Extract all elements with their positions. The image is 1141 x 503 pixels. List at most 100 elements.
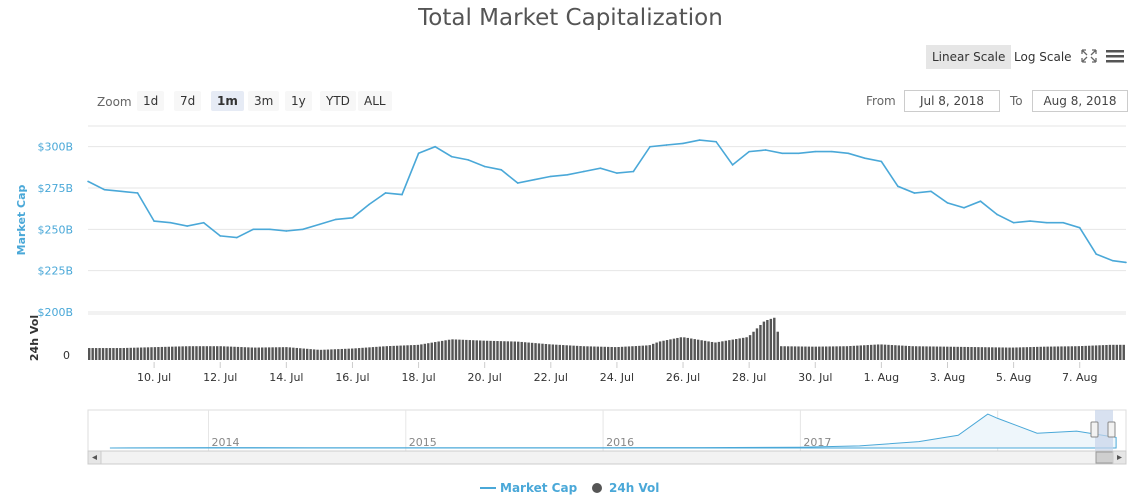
volume-bar (472, 340, 475, 360)
volume-bar (98, 348, 101, 360)
volume-bar (994, 347, 997, 360)
volume-bar (340, 348, 344, 360)
volume-bar (188, 346, 191, 360)
volume-bar (243, 347, 247, 360)
volume-bar (683, 337, 686, 360)
volume-bar (589, 346, 593, 360)
volume-bar (1074, 346, 1077, 360)
legend-volume[interactable]: 24h Vol (609, 481, 659, 495)
volume-bar (842, 346, 845, 360)
volume-bar (478, 340, 482, 360)
volume-bar (620, 346, 624, 360)
volume-bar (105, 348, 108, 360)
menu-icon[interactable] (1106, 49, 1124, 63)
volume-bar (323, 349, 326, 360)
volume-bar (451, 339, 454, 360)
volume-bar (838, 346, 842, 360)
volume-bar (458, 339, 461, 360)
volume-bar (530, 342, 534, 360)
y-axis: $200B $225B $250B $275B $300B (37, 141, 73, 319)
market-cap-point (632, 170, 635, 173)
volume-bar (717, 341, 721, 360)
volume-bar (703, 340, 707, 360)
volume-bar (1025, 347, 1029, 360)
volume-bar (1008, 347, 1011, 360)
market-cap-points (87, 139, 1127, 264)
volume-bar (603, 346, 606, 360)
volume-bar (295, 347, 299, 360)
volume-bar (94, 348, 98, 360)
market-cap-point (401, 193, 403, 196)
volume-bar (1011, 347, 1015, 360)
market-cap-point (516, 182, 519, 184)
zoom-button-1d[interactable]: 1d (137, 91, 165, 111)
volume-bar (1122, 344, 1125, 360)
volume-bar (984, 347, 987, 360)
volume-bar (773, 317, 776, 360)
volume-bar (555, 344, 558, 360)
volume-bar (897, 345, 901, 360)
volume-bar (212, 346, 215, 360)
market-cap-point (979, 200, 982, 203)
volume-bar (371, 347, 375, 360)
log-scale-button[interactable]: Log Scale (1014, 50, 1072, 64)
volume-bar (804, 346, 807, 360)
to-date-input[interactable]: Aug 8, 2018 (1032, 90, 1128, 112)
linear-scale-button[interactable]: Linear Scale (926, 45, 1012, 69)
zoom-button-ytd[interactable]: YTD (320, 91, 356, 111)
volume-bar (610, 346, 613, 360)
y-tick-label: $250B (37, 223, 73, 236)
volume-bar (786, 346, 790, 360)
grid-lines (88, 125, 1126, 313)
volume-bar (755, 328, 759, 360)
volume-bar (1018, 347, 1022, 360)
market-cap-point (665, 144, 668, 146)
volume-bar (575, 345, 579, 360)
x-tick-label: 22. Jul (534, 371, 568, 384)
market-cap-point (384, 192, 387, 194)
volume-bar (548, 344, 551, 360)
volume-bar (489, 340, 492, 360)
navigator-handle-left[interactable] (1090, 421, 1099, 438)
volume-bar (1070, 346, 1074, 360)
x-tick-label: 24. Jul (600, 371, 634, 384)
volume-bar (638, 345, 641, 360)
fullscreen-icon[interactable] (1080, 48, 1098, 64)
market-cap-point (483, 165, 486, 168)
volume-bar (814, 346, 818, 360)
legend-market-cap[interactable]: Market Cap (500, 481, 578, 495)
scrollbar-thumb[interactable] (1095, 451, 1114, 464)
zoom-button-1m[interactable]: 1m (211, 91, 244, 111)
volume-bar (119, 348, 122, 360)
volume-bar (191, 346, 195, 360)
from-date-input[interactable]: Jul 8, 2018 (904, 90, 1000, 112)
volume-bar (914, 346, 918, 360)
zoom-button-1y[interactable]: 1y (285, 91, 312, 111)
market-cap-point (450, 155, 453, 158)
volume-bar (1053, 346, 1056, 360)
scrollbar-track[interactable] (87, 450, 1127, 465)
volume-bar (389, 346, 392, 360)
volume-bar (326, 349, 330, 360)
volume-bar (537, 343, 541, 360)
volume-bar (292, 347, 295, 360)
volume-bar (780, 346, 783, 360)
market-cap-point (830, 150, 833, 153)
market-cap-point (219, 235, 222, 237)
volume-bar (918, 346, 921, 360)
volume-bar (506, 341, 510, 360)
zoom-button-7d[interactable]: 7d (174, 91, 202, 111)
zoom-button-all[interactable]: ALL (358, 91, 392, 111)
volume-bar (908, 345, 911, 360)
volume-bar (1091, 345, 1094, 360)
navigator-handle-right[interactable] (1107, 421, 1116, 438)
volume-bar (375, 346, 378, 360)
volume-bar (496, 341, 499, 360)
volume-bar (368, 347, 371, 360)
navigator-selection[interactable] (1095, 410, 1113, 451)
volume-bar (126, 347, 129, 360)
zoom-button-3m[interactable]: 3m (248, 91, 280, 111)
market-cap-point (566, 173, 569, 176)
volume-bar (527, 342, 530, 360)
x-axis: 10. Jul 12. Jul 14. Jul 16. Jul 18. Jul 20. J… (137, 362, 1097, 384)
